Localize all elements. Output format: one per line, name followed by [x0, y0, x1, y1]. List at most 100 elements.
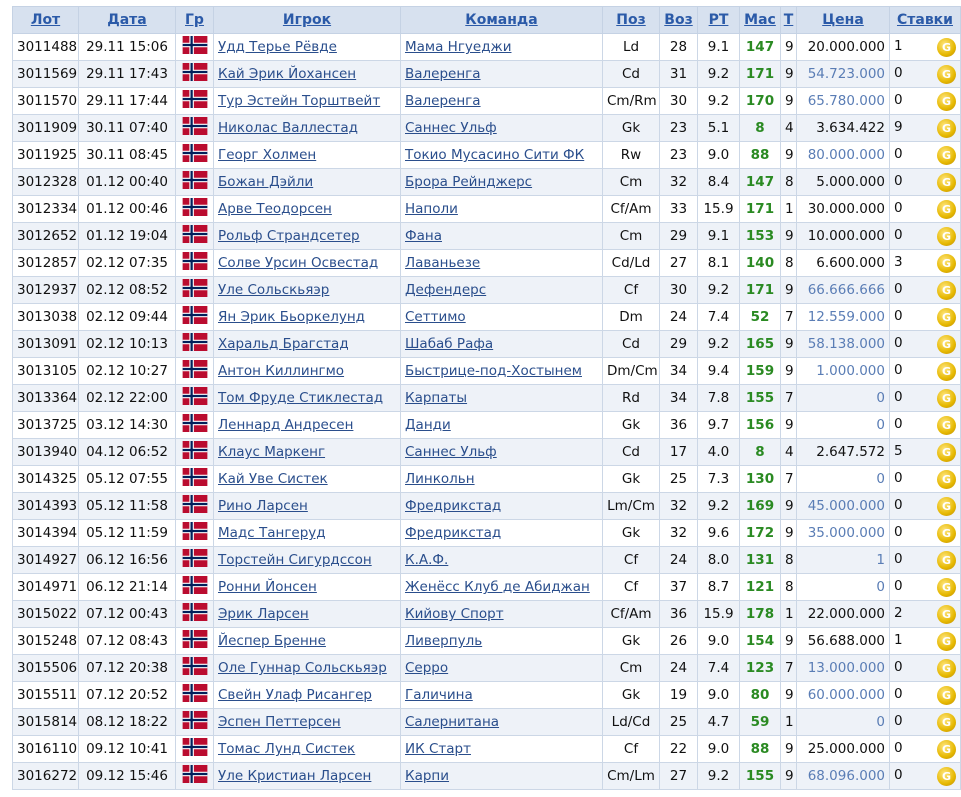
player-link[interactable]: Харальд Брагстад — [218, 336, 349, 352]
player-link[interactable]: Эрик Ларсен — [218, 606, 309, 622]
column-header[interactable]: Поз — [602, 6, 660, 34]
column-header[interactable]: Игрок — [213, 6, 401, 34]
player-link[interactable]: Ронни Йонсен — [218, 579, 317, 595]
player-link[interactable]: Николас Валлестад — [218, 120, 358, 136]
column-header[interactable]: Лот — [12, 6, 79, 34]
team-link[interactable]: Валеренга — [405, 93, 481, 109]
team-link[interactable]: Сеттимо — [405, 309, 466, 325]
team-link[interactable]: Лаваньезе — [405, 255, 481, 271]
rating: 7.8 — [697, 384, 740, 412]
player-link[interactable]: Георг Холмен — [218, 147, 317, 163]
bid-coin[interactable]: G — [937, 631, 956, 651]
bid-coin[interactable]: G — [937, 577, 956, 597]
player-link[interactable]: Рольф Страндсетер — [218, 228, 360, 244]
bid-coin[interactable]: G — [937, 172, 956, 192]
column-header[interactable]: Дата — [78, 6, 176, 34]
flag-cell — [175, 438, 214, 466]
team-link[interactable]: Саннес Ульф — [405, 444, 497, 460]
player-link[interactable]: Йеспер Бренне — [218, 633, 326, 649]
team-link[interactable]: ИК Старт — [405, 741, 471, 757]
bid-coin[interactable]: G — [937, 91, 956, 111]
bid-coin[interactable]: G — [937, 334, 956, 354]
player-link[interactable]: Уле Сольскьяэр — [218, 282, 330, 298]
bid-coin[interactable]: G — [937, 469, 956, 489]
column-header[interactable]: РТ — [697, 6, 740, 34]
player-link[interactable]: Леннард Андресен — [218, 417, 354, 433]
column-header[interactable]: Ставки — [889, 6, 961, 34]
bid-coin[interactable]: G — [937, 685, 956, 705]
player-link[interactable]: Арве Теодорсен — [218, 201, 332, 217]
bid-coin[interactable]: G — [937, 523, 956, 543]
player-link[interactable]: Том Фруде Стиклестад — [218, 390, 384, 406]
team-link[interactable]: Саннес Ульф — [405, 120, 497, 136]
bid-coin[interactable]: G — [937, 604, 956, 624]
bid-coin[interactable]: G — [937, 766, 956, 786]
player-link[interactable]: Солве Урсин Освестад — [218, 255, 379, 271]
team-link[interactable]: Быстрице-под-Хостынем — [405, 363, 582, 379]
player-link[interactable]: Эспен Петтерсен — [218, 714, 341, 730]
bid-coin[interactable]: G — [937, 307, 956, 327]
team-link[interactable]: Серро — [405, 660, 449, 676]
team-link[interactable]: Токио Мусасино Сити ФК — [405, 147, 585, 163]
player-link[interactable]: Торстейн Сигурдссон — [218, 552, 372, 568]
bid-coin[interactable]: G — [937, 658, 956, 678]
player-link[interactable]: Антон Киллингмо — [218, 363, 345, 379]
team-link[interactable]: Фредрикстад — [405, 498, 502, 514]
bid-coin[interactable]: G — [937, 118, 956, 138]
team-link[interactable]: Салернитана — [405, 714, 500, 730]
lot-row: 3014927 06.12 16:56 Торстейн Сигурдссон К.А… — [12, 546, 961, 574]
team-link[interactable]: Галичина — [405, 687, 473, 703]
player-link[interactable]: Оле Гуннар Сольскьяэр — [218, 660, 387, 676]
player-link[interactable]: Клаус Маркенг — [218, 444, 326, 460]
player-link[interactable]: Тур Эстейн Торштвейт — [218, 93, 381, 109]
bid-coin[interactable]: G — [937, 496, 956, 516]
bid-coin[interactable]: G — [937, 712, 956, 732]
team-link[interactable]: Дефендерс — [405, 282, 487, 298]
player-link[interactable]: Свейн Улаф Рисангер — [218, 687, 372, 703]
player-link[interactable]: Кай Эрик Йохансен — [218, 66, 357, 82]
bid-coin[interactable]: G — [937, 739, 956, 759]
team-link[interactable]: Линкольн — [405, 471, 475, 487]
bid-coin[interactable]: G — [937, 442, 956, 462]
player-link[interactable]: Томас Лунд Систек — [218, 741, 356, 757]
team-link[interactable]: Мама Нгуеджи — [405, 39, 512, 55]
age: 32 — [659, 492, 698, 520]
team-link[interactable]: К.А.Ф. — [405, 552, 449, 568]
bid-coin[interactable]: G — [937, 145, 956, 165]
bid-coin[interactable]: G — [937, 253, 956, 273]
column-header[interactable]: Цена — [796, 6, 890, 34]
team-link[interactable]: Валеренга — [405, 66, 481, 82]
team-link[interactable]: Фана — [405, 228, 442, 244]
bid-coin[interactable]: G — [937, 37, 956, 57]
team-link[interactable]: Шабаб Рафа — [405, 336, 494, 352]
bid-coin[interactable]: G — [937, 415, 956, 435]
bid-coin[interactable]: G — [937, 388, 956, 408]
team-link[interactable]: Кийову Спорт — [405, 606, 504, 622]
player-link[interactable]: Ян Эрик Бьоркелунд — [218, 309, 365, 325]
team-link[interactable]: Фредрикстад — [405, 525, 502, 541]
player-link[interactable]: Рино Ларсен — [218, 498, 308, 514]
bid-coin[interactable]: G — [937, 199, 956, 219]
team-link[interactable]: Наполи — [405, 201, 458, 217]
player-link[interactable]: Божан Дэйли — [218, 174, 314, 190]
column-header[interactable]: Команда — [400, 6, 603, 34]
player-link[interactable]: Уле Кристиан Ларсен — [218, 768, 372, 784]
team-link[interactable]: Карпаты — [405, 390, 468, 406]
player-link[interactable]: Удд Терье Рёвде — [218, 39, 337, 55]
bid-coin[interactable]: G — [937, 361, 956, 381]
column-header[interactable]: Т — [780, 6, 797, 34]
team-link[interactable]: Карпи — [405, 768, 450, 784]
player-link[interactable]: Мадс Тангеруд — [218, 525, 326, 541]
bid-coin[interactable]: G — [937, 226, 956, 246]
column-header[interactable]: Воз — [659, 6, 698, 34]
team-link[interactable]: Брора Рейнджерс — [405, 174, 533, 190]
team-link[interactable]: Данди — [405, 417, 451, 433]
bid-coin[interactable]: G — [937, 550, 956, 570]
bid-coin[interactable]: G — [937, 64, 956, 84]
team-link[interactable]: Ливерпуль — [405, 633, 483, 649]
column-header[interactable]: Мас — [739, 6, 781, 34]
player-link[interactable]: Кай Уве Систек — [218, 471, 328, 487]
bid-coin[interactable]: G — [937, 280, 956, 300]
team-link[interactable]: Женёсс Клуб де Абиджан — [405, 579, 590, 595]
column-header[interactable]: Гр — [175, 6, 214, 34]
